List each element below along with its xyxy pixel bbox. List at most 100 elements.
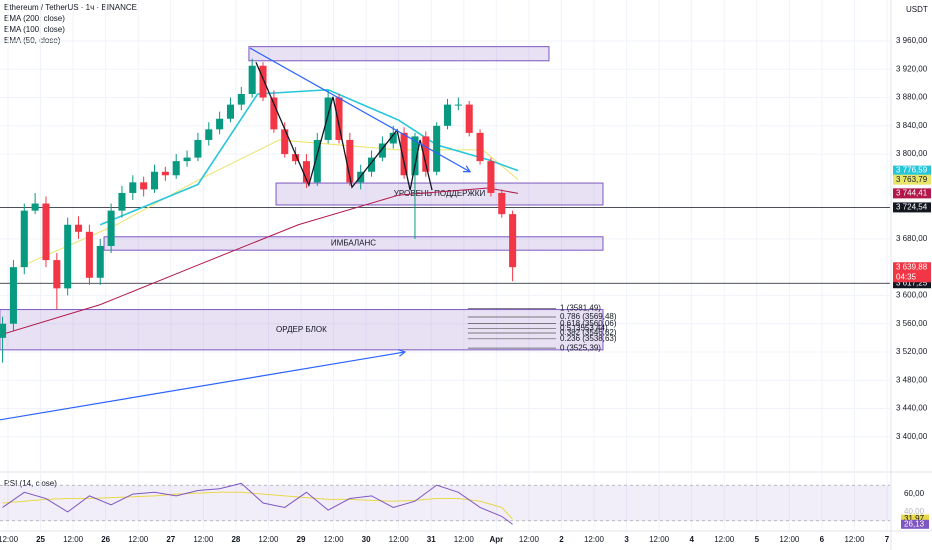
- price-tag: [893, 278, 931, 289]
- candle-body: [216, 118, 224, 130]
- candle-body: [454, 104, 462, 106]
- x-tick-label: 29: [297, 535, 306, 544]
- fib-label: 0.618 (3560,06): [560, 319, 617, 328]
- candle-body: [9, 267, 17, 324]
- y-tick-label: 3 800,00: [896, 149, 928, 158]
- x-tick-label: 6: [820, 535, 825, 544]
- rsi-label: RSI (14, close): [4, 479, 57, 488]
- x-tick-label: 12:00: [844, 535, 865, 544]
- candle-body: [335, 97, 343, 140]
- candle-body: [378, 143, 386, 158]
- arrow-head: [463, 165, 472, 173]
- candle-body: [31, 203, 39, 211]
- price-tag: [893, 188, 931, 199]
- rsi-tag-label: 31,97: [904, 514, 925, 523]
- candle-body: [302, 161, 310, 183]
- candle-body: [389, 132, 397, 144]
- candle-body: [476, 132, 484, 162]
- candle-body: [20, 210, 28, 268]
- candle-body: [248, 65, 256, 94]
- fib-label: 0.5 (3553,44): [560, 323, 608, 332]
- zone-label: ИМБАЛАНС: [331, 239, 376, 248]
- arrow-head: [398, 349, 407, 357]
- y-tick-label: 3 600,00: [896, 291, 928, 300]
- candle-body: [292, 154, 300, 162]
- y-tick-label: 3 960,00: [896, 36, 928, 45]
- x-tick-label: 12:00: [649, 535, 670, 544]
- candle-body: [205, 129, 213, 140]
- x-tick-label: 2: [559, 535, 564, 544]
- x-tick-label: 5: [755, 535, 760, 544]
- candle-body: [368, 157, 376, 172]
- y-tick-label: 3 920,00: [896, 64, 928, 73]
- candle-body: [150, 171, 159, 190]
- candle-body: [183, 157, 191, 162]
- rsi-band: [0, 485, 890, 521]
- rsi-tick-label: 60,00: [904, 489, 925, 498]
- countdown-label: 04:35: [896, 272, 917, 281]
- rsi-tick-label: 40,00: [904, 507, 925, 516]
- candle-body: [498, 192, 506, 215]
- zigzag-line: [255, 61, 433, 191]
- candle-body: [129, 182, 137, 193]
- rsi-line: [2, 482, 513, 525]
- price-tag-label: 3 724,54: [896, 203, 928, 212]
- x-tick-label: 12:00: [519, 535, 540, 544]
- y-tick-label: 3 480,00: [896, 375, 928, 384]
- candle-body: [237, 94, 245, 105]
- x-tick-label: 28: [231, 535, 240, 544]
- trend-line: [0, 351, 406, 421]
- candle-body: [443, 104, 452, 126]
- trend-line: [249, 47, 471, 173]
- price-tag: [893, 174, 931, 185]
- candle-body: [107, 210, 115, 246]
- rsi-tag: [901, 519, 929, 529]
- x-tick-label: 12:00: [714, 535, 735, 544]
- zone-label: УРОВЕНЬ ПОДДЕРЖКИ: [394, 189, 486, 198]
- y-tick-label: 3 440,00: [896, 404, 928, 413]
- candle-body: [465, 104, 473, 133]
- candle-body: [346, 139, 354, 183]
- candle-body: [509, 214, 517, 268]
- fib-label: 0.236 (3538,63): [560, 334, 617, 343]
- x-tick-label: 25: [36, 535, 45, 544]
- x-tick-label: 12:00: [324, 535, 345, 544]
- fib-label: 0.382 (3546,82): [560, 328, 617, 337]
- rsi-ma-line: [2, 491, 513, 520]
- candle-body: [85, 231, 93, 278]
- currency-label: USDT: [906, 5, 928, 14]
- candle-body: [172, 161, 180, 176]
- candle-body: [161, 171, 169, 176]
- chart-title: Ethereum / TetherUS · 1ч · BINANCE: [4, 3, 137, 12]
- candle-body: [422, 136, 430, 172]
- fib-label: 1 (3581,49): [560, 304, 601, 313]
- price-tag-label: 3 617,25: [896, 278, 928, 287]
- candle-body: [75, 224, 83, 232]
- price-tag-label: 3 744,41: [896, 188, 928, 197]
- candle-body: [64, 224, 72, 289]
- y-tick-label: 3 400,00: [896, 432, 928, 441]
- x-tick-label: 12:00: [454, 535, 475, 544]
- zone: [275, 182, 604, 206]
- price-tag: [893, 202, 931, 213]
- candle-body: [140, 182, 148, 190]
- x-tick-label: 12:00: [63, 535, 84, 544]
- y-tick-label: 3 680,00: [896, 234, 928, 243]
- x-tick-label: 27: [166, 535, 175, 544]
- x-tick-label: 12:00: [779, 535, 800, 544]
- zone: [0, 309, 604, 351]
- x-tick-label: 26: [101, 535, 110, 544]
- candle-body: [487, 161, 495, 193]
- fib-label: 0.786 (3569,48): [560, 312, 617, 321]
- zone-label: ОРДЕР БЛОК: [276, 325, 327, 334]
- candle-body: [433, 125, 441, 172]
- rsi-tag: [901, 514, 929, 524]
- indicator-label: EMA (100, close): [4, 25, 65, 34]
- x-tick-label: 12:00: [584, 535, 605, 544]
- fib-label: 0 (3525,39): [560, 343, 601, 352]
- candle-body: [226, 104, 234, 119]
- x-tick-label: 12:00: [0, 535, 19, 544]
- candle-body: [259, 65, 267, 98]
- x-tick-label: 12:00: [128, 535, 149, 544]
